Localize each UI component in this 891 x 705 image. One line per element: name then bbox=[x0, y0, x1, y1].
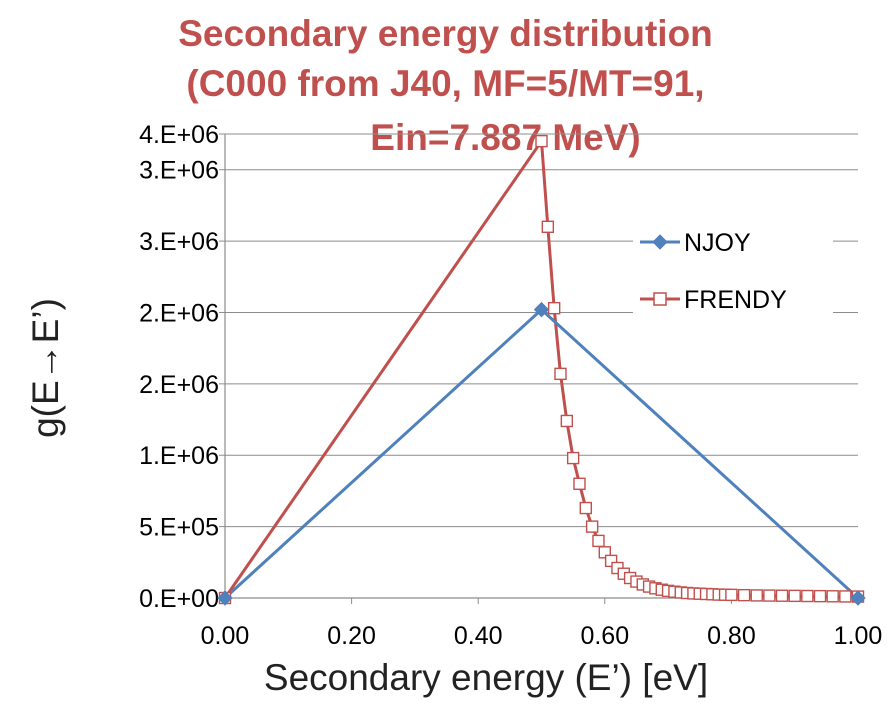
y-tick-label: 0.E+00 bbox=[139, 585, 219, 613]
axes bbox=[224, 134, 859, 604]
frendy-point bbox=[598, 546, 611, 559]
frendy-point bbox=[585, 520, 599, 533]
njoy-point bbox=[217, 590, 233, 606]
series-layer bbox=[217, 134, 866, 606]
legend: NJOY FRENDY bbox=[633, 207, 833, 319]
y-tick-label: 2.E+06 bbox=[139, 371, 219, 399]
frendy-point bbox=[573, 477, 586, 490]
frendy-point bbox=[566, 451, 580, 465]
y-tick-label: 4.E+06 bbox=[139, 121, 219, 149]
frendy-point bbox=[788, 589, 801, 603]
frendy-point bbox=[813, 589, 827, 603]
frendy-point bbox=[826, 590, 839, 603]
x-tick-label: 0.00 bbox=[201, 622, 250, 650]
legend-marker-frendy bbox=[653, 292, 667, 306]
frendy-point bbox=[547, 301, 561, 315]
x-tick-label: 0.60 bbox=[580, 622, 629, 650]
y-tick-label: 1.E+06 bbox=[139, 442, 219, 470]
y-tick-labels: 0.E+00 5.E+05 1.E+06 2.E+06 2.E+06 3.E+06 3.E+… bbox=[139, 121, 219, 613]
y-tick-label: 2.E+06 bbox=[139, 299, 219, 327]
frendy-point bbox=[737, 588, 751, 602]
frendy-point bbox=[535, 134, 548, 148]
frendy-point bbox=[725, 588, 738, 602]
njoy-point bbox=[533, 301, 550, 318]
x-tick-label: 0.40 bbox=[454, 622, 503, 650]
x-tick-label: 1.00 bbox=[834, 622, 883, 650]
chart-title-line-2: (C000 from J40, MF=5/MT=91, bbox=[186, 63, 705, 104]
legend-marker-njoy bbox=[652, 234, 668, 250]
frendy-point bbox=[750, 589, 763, 602]
frendy-point bbox=[592, 534, 605, 548]
frendy-point bbox=[560, 414, 574, 428]
frendy-point bbox=[801, 589, 814, 603]
y-tick-label: 5.E+05 bbox=[139, 514, 219, 542]
chart-title-line-1: Secondary energy distribution bbox=[178, 13, 713, 54]
y-axis-title: g(E→E’) bbox=[25, 298, 66, 438]
frendy-point bbox=[541, 220, 555, 234]
frendy-point bbox=[775, 589, 789, 602]
x-tick-label: 0.20 bbox=[327, 622, 376, 650]
y-tick-label: 3.E+06 bbox=[139, 157, 219, 185]
x-axis-title: Secondary energy (E’) [eV] bbox=[264, 657, 708, 698]
njoy-point bbox=[850, 590, 866, 606]
frendy-point bbox=[579, 501, 593, 515]
x-tick-labels: 0.00 0.20 0.40 0.60 0.80 1.00 bbox=[201, 622, 883, 650]
legend-label-njoy: NJOY bbox=[684, 229, 751, 257]
frendy-point bbox=[554, 367, 567, 381]
legend-label-frendy: FRENDY bbox=[684, 286, 787, 314]
gridlines bbox=[219, 133, 858, 599]
frendy-point bbox=[839, 590, 852, 603]
series-line-njoy bbox=[223, 308, 860, 600]
y-tick-label: 3.E+06 bbox=[139, 228, 219, 256]
frendy-point bbox=[604, 554, 618, 568]
x-tick-label: 0.80 bbox=[707, 622, 756, 650]
chart-title-line-3: Ein=7.887 MeV) bbox=[370, 117, 641, 158]
frendy-point bbox=[763, 589, 776, 602]
